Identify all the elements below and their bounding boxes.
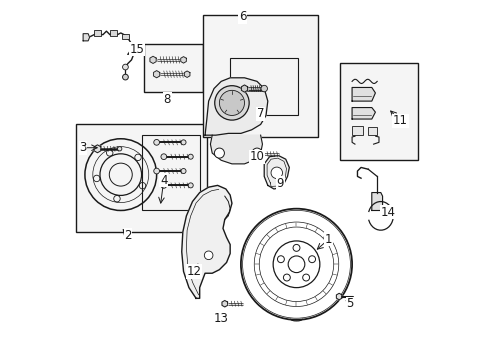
Circle shape [122,64,128,70]
Bar [142,135,199,211]
Circle shape [153,139,159,145]
Circle shape [122,74,128,80]
Polygon shape [351,108,375,119]
Text: 6: 6 [239,10,246,23]
Circle shape [161,154,166,159]
Polygon shape [184,71,189,77]
Bar [144,44,203,92]
Circle shape [188,183,193,188]
Circle shape [219,90,244,116]
Circle shape [214,148,224,158]
Circle shape [251,148,262,158]
Polygon shape [222,301,227,307]
Circle shape [181,140,185,145]
Polygon shape [210,135,262,164]
Text: 5: 5 [346,297,353,310]
Text: 11: 11 [392,114,407,127]
Circle shape [153,168,159,174]
Bar [110,31,117,36]
Text: 15: 15 [129,42,144,55]
Text: 10: 10 [249,150,264,163]
Circle shape [161,183,166,188]
Circle shape [204,251,212,260]
Polygon shape [94,145,101,153]
Text: 14: 14 [380,206,395,219]
Text: 4: 4 [160,174,167,186]
Polygon shape [351,87,375,101]
Text: 2: 2 [124,229,131,242]
Circle shape [270,167,282,179]
Polygon shape [371,193,382,211]
Bar [76,125,206,232]
Polygon shape [241,85,247,92]
Polygon shape [204,78,267,135]
Text: 9: 9 [276,177,284,190]
Bar [122,34,128,40]
Polygon shape [153,71,160,78]
Bar [203,15,317,137]
Bar [367,127,376,135]
Polygon shape [264,156,289,189]
Text: 12: 12 [186,265,202,278]
Bar [339,63,418,160]
Circle shape [214,86,249,120]
Bar [230,58,298,116]
Circle shape [188,154,193,159]
Polygon shape [336,293,341,300]
Bar [351,126,362,135]
Text: 3: 3 [79,141,87,154]
Polygon shape [181,57,186,63]
Text: 7: 7 [256,107,264,120]
Bar [94,31,101,36]
Text: 13: 13 [213,311,228,325]
Circle shape [261,85,267,92]
Polygon shape [182,185,231,298]
Circle shape [181,168,185,174]
Polygon shape [150,56,156,63]
Text: 1: 1 [325,233,332,246]
Polygon shape [257,150,263,158]
Polygon shape [83,34,89,41]
Circle shape [117,147,122,151]
Text: 8: 8 [163,93,171,106]
